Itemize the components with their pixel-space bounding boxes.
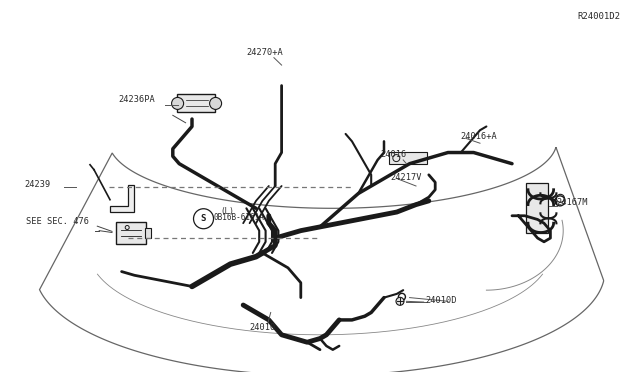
Polygon shape	[110, 185, 134, 212]
Bar	[526, 183, 548, 233]
Text: 0B16B-6161A: 0B16B-6161A	[213, 214, 264, 222]
Text: 24270+A: 24270+A	[246, 48, 283, 57]
FancyBboxPatch shape	[116, 221, 146, 244]
Text: 24217V: 24217V	[390, 173, 422, 182]
Bar	[145, 228, 151, 237]
Text: 24016: 24016	[381, 150, 407, 159]
Circle shape	[172, 97, 184, 109]
Text: R24001D2: R24001D2	[578, 12, 621, 21]
FancyBboxPatch shape	[177, 94, 214, 112]
Circle shape	[396, 297, 404, 305]
FancyBboxPatch shape	[389, 152, 428, 164]
Circle shape	[210, 97, 221, 109]
Text: S: S	[201, 214, 206, 223]
Text: 24010: 24010	[250, 323, 276, 332]
Text: SEE SEC. 476: SEE SEC. 476	[26, 217, 88, 226]
Text: 24236PA: 24236PA	[118, 95, 155, 104]
Text: 24010D: 24010D	[426, 296, 457, 305]
Text: 24239: 24239	[24, 180, 51, 189]
Text: 24167M: 24167M	[557, 198, 588, 207]
Text: (L): (L)	[221, 207, 235, 216]
Text: 24016+A: 24016+A	[461, 132, 497, 141]
